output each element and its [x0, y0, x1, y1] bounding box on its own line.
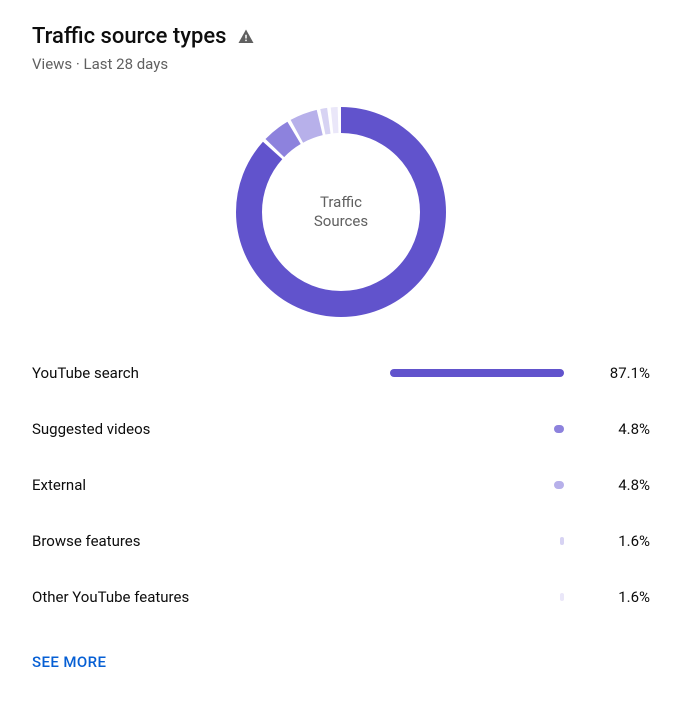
- source-bar-fill: [560, 537, 564, 545]
- card-header: Traffic source types Views · Last 28 day…: [32, 24, 650, 73]
- source-bar-fill: [554, 425, 564, 433]
- donut-chart-container: Traffic Sources: [32, 107, 650, 317]
- source-bar-track: [342, 481, 580, 489]
- source-bar-fill: [554, 481, 564, 489]
- source-bar-fill: [390, 369, 564, 377]
- source-percent: 1.6%: [580, 588, 650, 606]
- title-row: Traffic source types: [32, 24, 650, 49]
- source-label: Suggested videos: [32, 420, 342, 438]
- donut-center-label: Traffic Sources: [236, 107, 446, 317]
- source-row[interactable]: Browse features 1.6%: [32, 513, 650, 569]
- donut-chart: Traffic Sources: [236, 107, 446, 317]
- source-bar-track: [342, 537, 580, 545]
- card-subtitle: Views · Last 28 days: [32, 55, 650, 73]
- see-more-button[interactable]: SEE MORE: [32, 653, 106, 671]
- source-row[interactable]: Other YouTube features 1.6%: [32, 569, 650, 625]
- source-bar-fill: [560, 593, 564, 601]
- source-list: YouTube search87.1%Suggested videos4.8%E…: [32, 345, 650, 625]
- source-label: YouTube search: [32, 364, 342, 382]
- warning-icon[interactable]: [236, 28, 256, 46]
- source-percent: 87.1%: [580, 364, 650, 382]
- source-label: External: [32, 476, 342, 494]
- source-label: Browse features: [32, 532, 342, 550]
- source-row[interactable]: External 4.8%: [32, 457, 650, 513]
- source-row[interactable]: YouTube search 87.1%: [32, 345, 650, 401]
- source-bar-track: [342, 425, 580, 433]
- source-bar-track: [342, 593, 580, 601]
- card-title: Traffic source types: [32, 24, 226, 49]
- source-bar-track: [342, 369, 580, 377]
- source-percent: 4.8%: [580, 476, 650, 494]
- source-row[interactable]: Suggested videos 4.8%: [32, 401, 650, 457]
- traffic-source-card: Traffic source types Views · Last 28 day…: [0, 0, 682, 695]
- source-percent: 4.8%: [580, 420, 650, 438]
- source-percent: 1.6%: [580, 532, 650, 550]
- source-label: Other YouTube features: [32, 588, 342, 606]
